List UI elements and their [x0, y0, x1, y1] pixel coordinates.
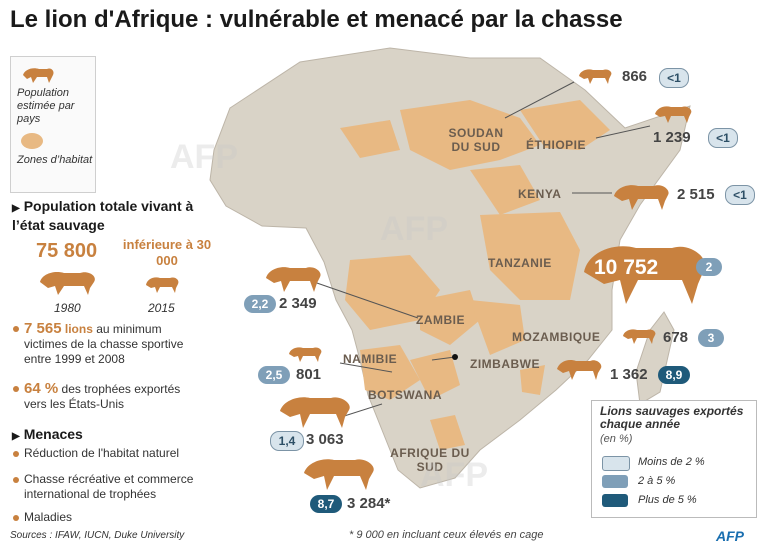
footnote: * 9 000 en incluant ceux élevés en cage — [349, 529, 544, 541]
population-zambie: 2 349 — [279, 295, 317, 312]
value-2015: inférieure à 30 000 — [122, 237, 212, 268]
country-mozambique: MOZAMBIQUE — [512, 330, 601, 344]
export-badge-soudan-du-sud: <1 — [659, 68, 689, 88]
threats-heading: ▶ Menaces — [12, 426, 83, 442]
year-1980: 1980 — [54, 301, 81, 315]
habitat-zones — [340, 100, 610, 450]
lion-icon — [304, 459, 374, 490]
export-badge-kenya: <1 — [725, 185, 755, 205]
population-mozambique: 678 — [663, 329, 689, 346]
population-namibie: 801 — [296, 366, 322, 383]
population-soudan-du-sud: 866 — [622, 68, 648, 85]
triangle-icon: ▶ — [12, 431, 20, 442]
export-legend: Lions sauvages exportés chaque année (en… — [591, 400, 757, 518]
lion-icon — [557, 359, 602, 380]
export-badge-tanzanie: 2 — [696, 258, 722, 276]
legend-mid-label: 2 à 5 % — [638, 475, 676, 487]
lion-icon — [614, 185, 669, 210]
export-badge-mozambique: 3 — [698, 329, 724, 347]
population-zimbabwe: 1 362 — [610, 366, 648, 383]
export-badge-zambie: 2,2 — [244, 295, 276, 313]
year-2015: 2015 — [148, 301, 175, 315]
watermark: AFP — [380, 210, 448, 248]
lion-1980-icon — [40, 272, 95, 295]
legend-high-label: Plus de 5 % — [638, 494, 697, 506]
total-heading: ▶ Population totale vivant à l’état sauva… — [12, 198, 194, 233]
population-tanzanie: 10 752 — [594, 256, 659, 279]
leader-lines — [313, 81, 651, 419]
threat-item: Maladies — [13, 510, 224, 525]
country-tanzanie: TANZANIE — [488, 256, 552, 270]
value-1980: 75 800 — [36, 240, 98, 262]
swatch-mid — [602, 475, 628, 488]
capital-dot — [452, 354, 458, 360]
population-ethiopie: 1 239 — [653, 129, 691, 146]
population-botswana: 3 063 — [306, 431, 344, 448]
swatch-high — [602, 494, 628, 507]
export-badge-namibie: 2,5 — [258, 366, 290, 384]
country-soudan-du-sud: SOUDAN DU SUD — [448, 126, 504, 154]
country-zimbabwe: ZIMBABWE — [470, 357, 540, 371]
population-afrique-du-sud: 3 284* — [347, 495, 391, 512]
country-namibie: NAMIBIE — [343, 352, 398, 366]
watermark: AFP — [170, 138, 238, 176]
lion-icon — [623, 329, 656, 344]
export-badge-botswana: 1,4 — [270, 431, 304, 451]
legend-population-label: Population estimée par pays — [17, 87, 75, 125]
threat-item: Réduction de l'habitat naturel — [13, 446, 224, 461]
legend-habitat-label: Zones d’habitat — [17, 154, 93, 166]
export-legend-unit: (en %) — [600, 433, 633, 445]
export-badge-afrique-du-sud: 8,7 — [310, 495, 342, 513]
population-kenya: 2 515 — [677, 186, 715, 203]
lion-icon — [266, 267, 321, 292]
export-badge-zimbabwe: 8,9 — [658, 366, 690, 384]
fact-trophies: 64 % des trophées exportés vers les État… — [13, 381, 204, 412]
watermark: AFP — [420, 456, 488, 494]
bullet-dot — [13, 326, 19, 332]
legend-low-label: Moins de 2 % — [638, 456, 705, 468]
export-legend-title: Lions sauvages exportés chaque année — [600, 404, 744, 431]
fact-poached: 7 565 lions au minimum victimes de la ch… — [13, 321, 204, 367]
threat-item: Chasse récréative et commerce internatio… — [13, 472, 224, 502]
page-title: Le lion d'Afrique : vulnérable et menacé… — [10, 6, 623, 33]
afp-logo: AFP — [716, 528, 744, 544]
madagascar — [635, 311, 675, 405]
country-afrique-du-sud: AFRIQUE DU SUD — [390, 446, 470, 474]
lion-icon — [280, 397, 350, 428]
country-botswana: BOTSWANA — [368, 388, 442, 402]
lion-icon — [584, 246, 706, 304]
export-badge-ethiopie: <1 — [708, 128, 738, 148]
africa-land — [209, 47, 691, 489]
lion-2015-icon — [146, 277, 179, 293]
triangle-icon: ▶ — [12, 203, 20, 214]
country-zambie: ZAMBIE — [416, 313, 465, 327]
lion-icon — [23, 68, 54, 83]
sources: Sources : IFAW, IUCN, Duke University — [10, 530, 185, 541]
lion-icon — [655, 106, 692, 123]
map-legend: Population estimée par pays Zones d’habi… — [10, 56, 96, 193]
swatch-low — [602, 456, 630, 471]
country-kenya: KENYA — [518, 187, 562, 201]
habitat-swatch — [21, 133, 43, 149]
lion-icon — [289, 347, 322, 362]
country-ethiopie: ÉTHIOPIE — [526, 138, 587, 152]
bullet-dot — [13, 386, 19, 392]
lion-icon — [579, 69, 612, 84]
